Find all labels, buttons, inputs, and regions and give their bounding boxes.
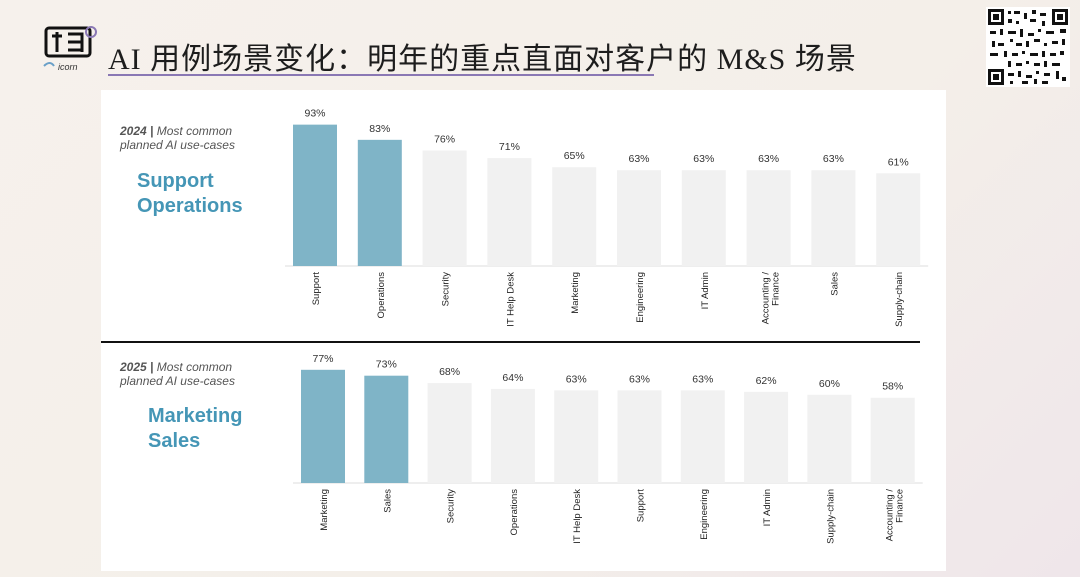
data-label: 63% xyxy=(693,153,714,165)
category-label: Sales xyxy=(382,489,393,513)
bar-sales xyxy=(811,170,856,266)
data-label: 58% xyxy=(882,381,903,393)
category-label: Supply-chain xyxy=(825,489,836,544)
data-label: 73% xyxy=(376,359,397,371)
bar-support xyxy=(617,390,662,483)
data-label: 63% xyxy=(628,153,649,165)
data-label: 77% xyxy=(312,353,333,365)
category-label: Security xyxy=(446,489,457,524)
category-label: Support xyxy=(311,272,322,306)
category-label: Operations xyxy=(376,272,387,319)
data-label: 63% xyxy=(758,153,779,165)
data-label: 63% xyxy=(629,373,650,385)
category-label: IT Help Desk xyxy=(572,489,583,544)
bar-supply-chain xyxy=(876,173,921,266)
category-label: Support xyxy=(636,489,647,523)
bar-supply-chain xyxy=(807,394,852,483)
section-divider xyxy=(101,341,920,343)
data-label: 63% xyxy=(823,153,844,165)
bar-engineering xyxy=(680,390,725,483)
page-title: AI 用例场景变化：明年的重点直面对客户的 M&S 场景 xyxy=(108,43,857,76)
category-label: IT Admin xyxy=(700,272,711,309)
category-label: Engineering xyxy=(699,489,710,540)
bar-it-help-desk xyxy=(487,158,532,266)
subtitle-line1: Most common xyxy=(153,124,232,138)
category-label: Operations xyxy=(509,489,520,536)
data-label: 71% xyxy=(499,141,520,153)
logo-text: icorn xyxy=(58,62,78,72)
chart-year-label: 2024 | Most common xyxy=(119,124,232,138)
category-label: Marketing xyxy=(319,489,330,531)
category-label: Marketing xyxy=(570,272,581,314)
data-label: 83% xyxy=(369,123,390,135)
category-label: IT Admin xyxy=(762,489,773,526)
bar-engineering xyxy=(617,170,661,266)
highlight-heading-line2: Sales xyxy=(148,430,200,452)
bar-accounting-finance xyxy=(746,170,791,266)
bar-support xyxy=(293,124,337,266)
data-label: 63% xyxy=(692,373,713,385)
bar-marketing xyxy=(301,369,345,483)
year-label: 2024 | xyxy=(119,124,153,138)
year-label: 2025 | xyxy=(119,360,153,374)
data-label: 64% xyxy=(502,372,523,384)
bar-operations xyxy=(490,388,535,483)
data-label: 65% xyxy=(564,150,585,162)
category-label: Sales xyxy=(829,272,840,296)
bar-sales xyxy=(364,375,409,483)
logo-icon: icorn xyxy=(43,26,97,72)
bar-security xyxy=(422,150,467,266)
data-label: 60% xyxy=(819,378,840,390)
data-label: 68% xyxy=(439,366,460,378)
qr-code-icon xyxy=(986,7,1070,87)
highlight-heading-line1: Marketing xyxy=(148,405,242,427)
chart-year-label: 2025 | Most common xyxy=(119,360,232,374)
highlight-heading-line1: Support xyxy=(137,170,214,192)
bar-it-admin xyxy=(681,170,726,266)
category-label: Accounting /Finance xyxy=(885,489,906,542)
subtitle-line1: Most common xyxy=(153,360,232,374)
category-label: Accounting /Finance xyxy=(761,272,782,325)
bar-it-help-desk xyxy=(554,390,599,483)
data-label: 93% xyxy=(304,108,325,120)
chart-subtitle-line2: planned AI use-cases xyxy=(119,138,235,152)
bar-operations xyxy=(357,139,402,266)
category-label: Security xyxy=(441,272,452,307)
data-label: 61% xyxy=(888,156,909,168)
chart-subtitle-line2: planned AI use-cases xyxy=(119,374,235,388)
bar-accounting-finance xyxy=(870,397,915,483)
bar-marketing xyxy=(552,167,597,266)
data-label: 62% xyxy=(756,375,777,387)
bar-it-admin xyxy=(744,391,789,483)
title-underline xyxy=(108,74,654,76)
category-label: Engineering xyxy=(635,272,646,323)
data-label: 76% xyxy=(434,133,455,145)
category-label: IT Help Desk xyxy=(505,272,516,327)
category-label: Supply-chain xyxy=(894,272,905,327)
bar-security xyxy=(427,383,472,483)
data-label: 63% xyxy=(566,373,587,385)
highlight-heading-line2: Operations xyxy=(137,195,243,217)
